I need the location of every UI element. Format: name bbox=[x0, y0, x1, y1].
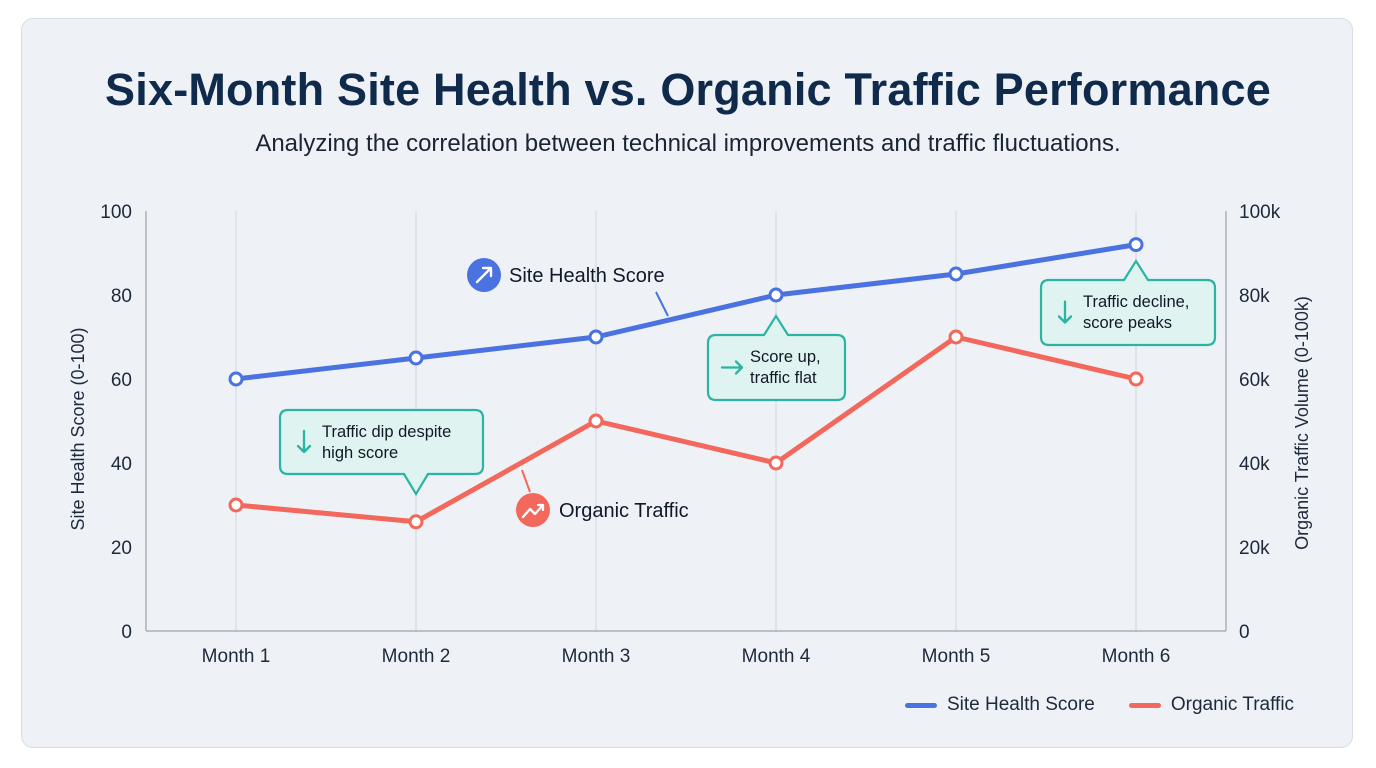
traffic-label-leader bbox=[521, 469, 531, 493]
left-tick-label: 0 bbox=[121, 622, 132, 643]
annotation-text: score peaks bbox=[1083, 314, 1172, 332]
annotation-text: Traffic dip despite bbox=[322, 423, 451, 441]
series-label-traffic: Organic Traffic bbox=[559, 500, 689, 522]
data-point-health bbox=[768, 287, 784, 303]
x-tick-label: Month 5 bbox=[922, 646, 991, 667]
annotation-text: traffic flat bbox=[750, 369, 817, 387]
annotation-callout bbox=[1039, 258, 1217, 347]
left-tick-label: 100 bbox=[100, 202, 132, 223]
right-tick-label: 100k bbox=[1239, 202, 1281, 223]
left-tick-label: 80 bbox=[111, 286, 132, 307]
legend-label-traffic: Organic Traffic bbox=[1170, 694, 1295, 715]
left-tick-label: 40 bbox=[111, 454, 132, 475]
series-line-health bbox=[233, 242, 1139, 382]
annotation-callout bbox=[706, 313, 847, 402]
data-point-health bbox=[588, 329, 604, 345]
right-tick-label: 60k bbox=[1239, 370, 1270, 391]
right-tick-label: 0 bbox=[1239, 622, 1250, 643]
arrow-down-icon bbox=[296, 429, 312, 454]
x-tick-label: Month 6 bbox=[1102, 646, 1171, 667]
annotation-callout bbox=[278, 408, 485, 497]
legend-swatch-health bbox=[905, 702, 937, 708]
series-line-traffic bbox=[233, 334, 1139, 525]
data-point-traffic bbox=[408, 514, 424, 530]
right-tick-label: 40k bbox=[1239, 454, 1270, 475]
legend-swatch-traffic bbox=[1128, 702, 1161, 708]
data-point-health bbox=[408, 350, 424, 366]
annotation-text: Score up, bbox=[750, 348, 821, 366]
series-label-health: Site Health Score bbox=[509, 265, 665, 287]
right-axis-title: Organic Traffic Volume (0-100k) bbox=[1292, 296, 1312, 550]
data-point-health bbox=[228, 371, 244, 387]
arrow-right-icon bbox=[720, 360, 744, 375]
trend-chart-icon-glyph bbox=[521, 503, 545, 519]
x-tick-label: Month 4 bbox=[742, 646, 811, 667]
right-tick-label: 80k bbox=[1239, 286, 1270, 307]
data-point-health bbox=[948, 266, 964, 282]
x-tick-label: Month 3 bbox=[562, 646, 631, 667]
health-label-leader bbox=[655, 291, 669, 317]
legend: Site Health Score Organic Traffic bbox=[905, 694, 1294, 716]
trend-chart-icon bbox=[516, 493, 550, 527]
chart-title: Six-Month Site Health vs. Organic Traffi… bbox=[105, 64, 1271, 115]
chart-subtitle: Analyzing the correlation between techni… bbox=[255, 130, 1121, 157]
trend-up-icon-glyph bbox=[475, 266, 493, 284]
legend-label-health: Site Health Score bbox=[947, 694, 1095, 715]
x-tick-label: Month 2 bbox=[382, 646, 451, 667]
legend-item-health: Site Health Score bbox=[905, 694, 1095, 716]
data-point-traffic bbox=[228, 497, 244, 513]
annotation-text: Traffic decline, bbox=[1083, 293, 1189, 311]
right-tick-label: 20k bbox=[1239, 538, 1270, 559]
legend-item-traffic: Organic Traffic bbox=[1128, 694, 1295, 716]
data-point-traffic bbox=[768, 455, 784, 471]
annotation-text: high score bbox=[322, 444, 398, 462]
data-point-traffic bbox=[1128, 371, 1144, 387]
left-axis-title: Site Health Score (0-100) bbox=[68, 327, 88, 530]
left-tick-label: 60 bbox=[111, 370, 132, 391]
arrow-down-icon bbox=[1057, 300, 1073, 324]
left-tick-label: 20 bbox=[111, 538, 132, 559]
data-point-health bbox=[1128, 237, 1144, 253]
data-point-traffic bbox=[588, 413, 604, 429]
x-tick-label: Month 1 bbox=[202, 646, 271, 667]
data-point-traffic bbox=[948, 329, 964, 345]
